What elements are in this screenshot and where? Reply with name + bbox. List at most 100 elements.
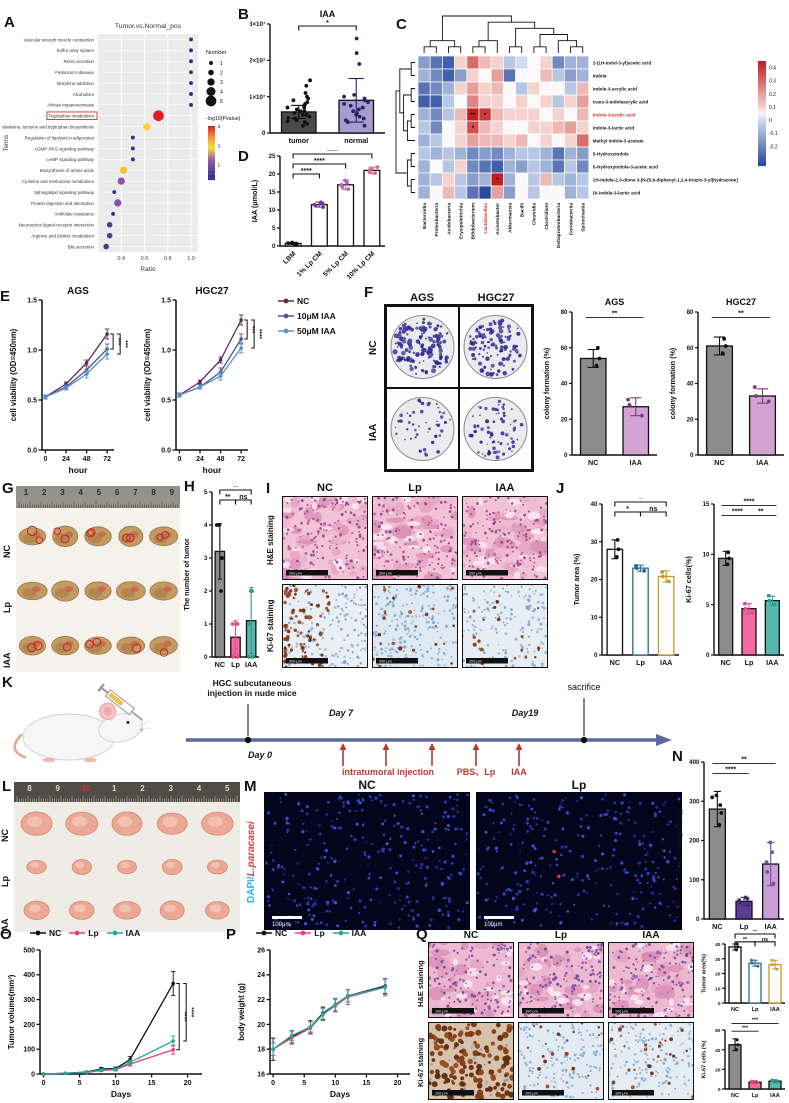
legend-item: Lp [295,928,325,938]
svg-text:****: **** [181,1012,188,1023]
svg-text:****: **** [256,329,263,340]
svg-text:***: *** [122,340,129,348]
svg-text:5: 5 [272,225,276,232]
svg-text:Renin secretion: Renin secretion [63,59,94,64]
svg-text:**: ** [758,509,764,516]
tumor-volume-legend: NC Lp IAA [30,928,140,938]
svg-text:Akkermansia: Akkermansia [507,203,513,233]
panel-l-label: L [2,778,12,795]
svg-text:2: 2 [204,588,208,595]
q-col-nc: NC [463,930,479,941]
svg-text:2×10⁷: 2×10⁷ [250,58,266,65]
legend-marker-icon [332,929,349,937]
svg-text:Days: Days [330,1089,351,1099]
svg-text:*: * [326,20,329,27]
svg-text:NC: NC [712,922,722,931]
svg-text:4: 4 [220,90,223,96]
q-he-nc: 100 μm [428,942,514,1018]
svg-text:0.8: 0.8 [164,256,172,262]
svg-text:*: * [472,125,475,132]
svg-text:Sphingolipid signaling pathway: Sphingolipid signaling pathway [34,190,95,195]
svg-text:0: 0 [31,1071,35,1078]
hgc27-colony-chart: 0 20 40 60 80 colony formation (%) HGC27 NC IAA *… [668,294,787,470]
svg-text:Day 7: Day 7 [329,708,354,718]
svg-text:24: 24 [196,456,204,463]
svg-text:-0.1: -0.1 [769,131,778,137]
colony-image-ags-nc [386,306,459,388]
svg-text:1: 1 [204,621,208,628]
svg-text:3: 3 [220,80,223,86]
svg-text:Alcoholism: Alcoholism [73,92,95,97]
svg-text:1: 1 [220,61,223,67]
svg-text:Bifidobacterium: Bifidobacterium [471,203,477,240]
svg-text:10% Lp CM: 10% Lp CM [346,250,377,280]
svg-text:Morphine addiction: Morphine addiction [57,81,95,86]
svg-text:0: 0 [706,652,710,659]
svg-text:***: *** [249,326,256,334]
legend-label: IAA [125,928,141,938]
svg-text:500: 500 [23,947,35,954]
svg-text:5: 5 [78,1080,82,1087]
ki67-image-nc: 200 μm [282,584,368,668]
svg-text:80: 80 [687,309,694,316]
svg-text:40: 40 [687,381,694,388]
svg-text:200 μm: 200 μm [469,572,482,576]
svg-text:48: 48 [217,456,225,463]
ki67-cells-chart: 0 5 10 15 Ki-67 cells(%) NC Lp IAA **** **** ** [684,498,787,670]
svg-text:2-(1H-indol-3-yl)acetic acid: 2-(1H-indol-3-yl)acetic acid [593,60,652,65]
svg-text:**: ** [738,311,744,318]
histology-row-he: H&E staining [266,515,275,565]
svg-text:20: 20 [687,416,694,423]
body-weight-chart: 16 18 20 22 24 26 0 5 10 15 20 body weight (g) Days [236,942,418,1100]
svg-text:25: 25 [269,153,276,160]
svg-text:0: 0 [204,654,208,661]
svg-text:tumor: tumor [289,136,310,145]
legend-label: IAA [351,928,367,938]
legend-label: Lp [314,928,325,938]
svg-text:0: 0 [564,452,568,459]
svg-text:Bacilli: Bacilli [520,203,526,217]
svg-text:Tumor weight (mg): Tumor weight (mg) [674,808,683,873]
svg-text:Spirochaetia: Spirochaetia [581,203,587,232]
svg-text:colony formation (%): colony formation (%) [668,347,677,419]
svg-text:Acidobacteria: Acidobacteria [446,203,452,235]
svg-text:1.5: 1.5 [161,297,171,304]
svg-text:African trypanosomiasis: African trypanosomiasis [47,103,94,108]
fluorescence-image-nc: 100μm [264,792,470,930]
dapi-label: DAPI/ [246,876,257,903]
svg-text:5-Hydroxyindole: 5-Hydroxyindole [593,151,629,156]
svg-text:48: 48 [83,456,91,463]
svg-text:10: 10 [112,1080,120,1087]
svg-text:2: 2 [42,488,47,497]
svg-text:15: 15 [148,1080,156,1087]
svg-text:**: ** [233,486,239,491]
tumor-volume-chart: 0 100 200 300 400 500 0 5 10 15 20 Tumor volume(mm³… [6,942,224,1100]
stomach-tumor-photo [16,508,180,672]
svg-text:60: 60 [687,345,694,352]
svg-text:AGS: AGS [67,286,89,297]
svg-text:Clostridia: Clostridia [532,203,538,225]
svg-text:Deltaproteobacteria: Deltaproteobacteria [556,203,562,248]
correlation-heatmap: ** * * * 2-(1H-indol-3-yl)acetic acid Indole I… [392,6,788,274]
svg-text:Lp: Lp [231,660,240,669]
svg-text:*: * [626,506,629,513]
svg-text:-log10(Pvalue): -log10(Pvalue) [206,116,241,122]
svg-text:72: 72 [103,456,111,463]
legend-marker-icon [278,312,294,320]
panel-a-label: A [4,14,15,31]
stain-label: DAPI/L.paracasei [246,794,257,930]
svg-text:200 μm: 200 μm [289,572,302,576]
svg-text:ns: ns [649,506,657,513]
svg-text:3: 3 [218,124,221,130]
panel-c-label: C [396,16,407,33]
lparacasei-label: L.paracasei [246,821,257,877]
svg-text:Indole-3-acetic acid: Indole-3-acetic acid [593,112,636,117]
q-ki67-nc: 100 μm [428,1022,514,1100]
panel-b-label: B [238,6,249,23]
svg-text:Biosynthesis of amino acids: Biosynthesis of amino acids [40,168,95,173]
svg-text:Regulation of lipolysis in adi: Regulation of lipolysis in adipocytes [25,135,95,140]
svg-text:****: **** [301,168,312,175]
svg-text:Tumor volume(mm³): Tumor volume(mm³) [7,974,16,1049]
legend-item: IAA [106,928,141,938]
svg-text:16: 16 [257,1071,265,1078]
